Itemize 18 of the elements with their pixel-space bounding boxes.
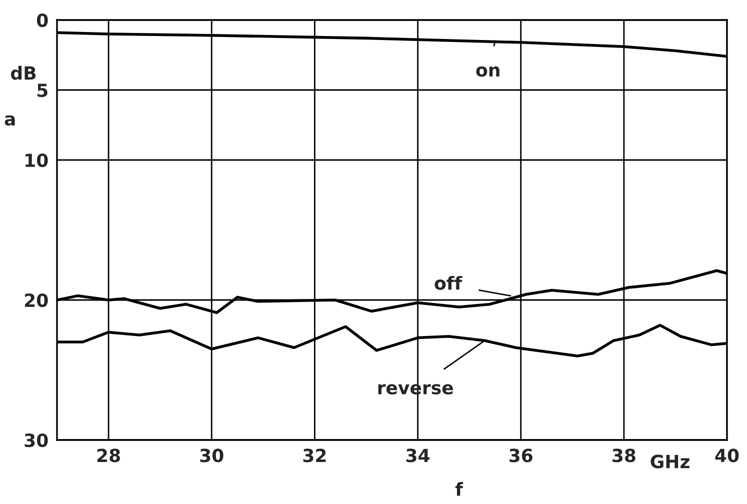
x-tick-label: 36 (509, 448, 532, 462)
x-tick-label: 40 (715, 448, 739, 462)
text: GHz (650, 454, 690, 468)
y-tick-label: 10 (26, 153, 48, 168)
y-axis-title: a (4, 115, 15, 126)
x-tick-label: 34 (406, 448, 430, 462)
annotation: on (476, 66, 500, 77)
annotation: off (434, 276, 462, 290)
x-tick-label: 30 (200, 448, 224, 462)
text: dB (10, 66, 36, 80)
y-tick-label: 20 (24, 293, 48, 308)
x-axis-title: f (455, 482, 464, 496)
x-tick-label: 28 (97, 448, 120, 462)
y-tick-label: 5 (38, 84, 48, 98)
y-tick-label: 30 (24, 433, 48, 448)
y-tick-label: 0 (36, 13, 48, 28)
x-tick-label: 32 (303, 448, 326, 462)
x-tick-label: 38 (612, 448, 636, 462)
